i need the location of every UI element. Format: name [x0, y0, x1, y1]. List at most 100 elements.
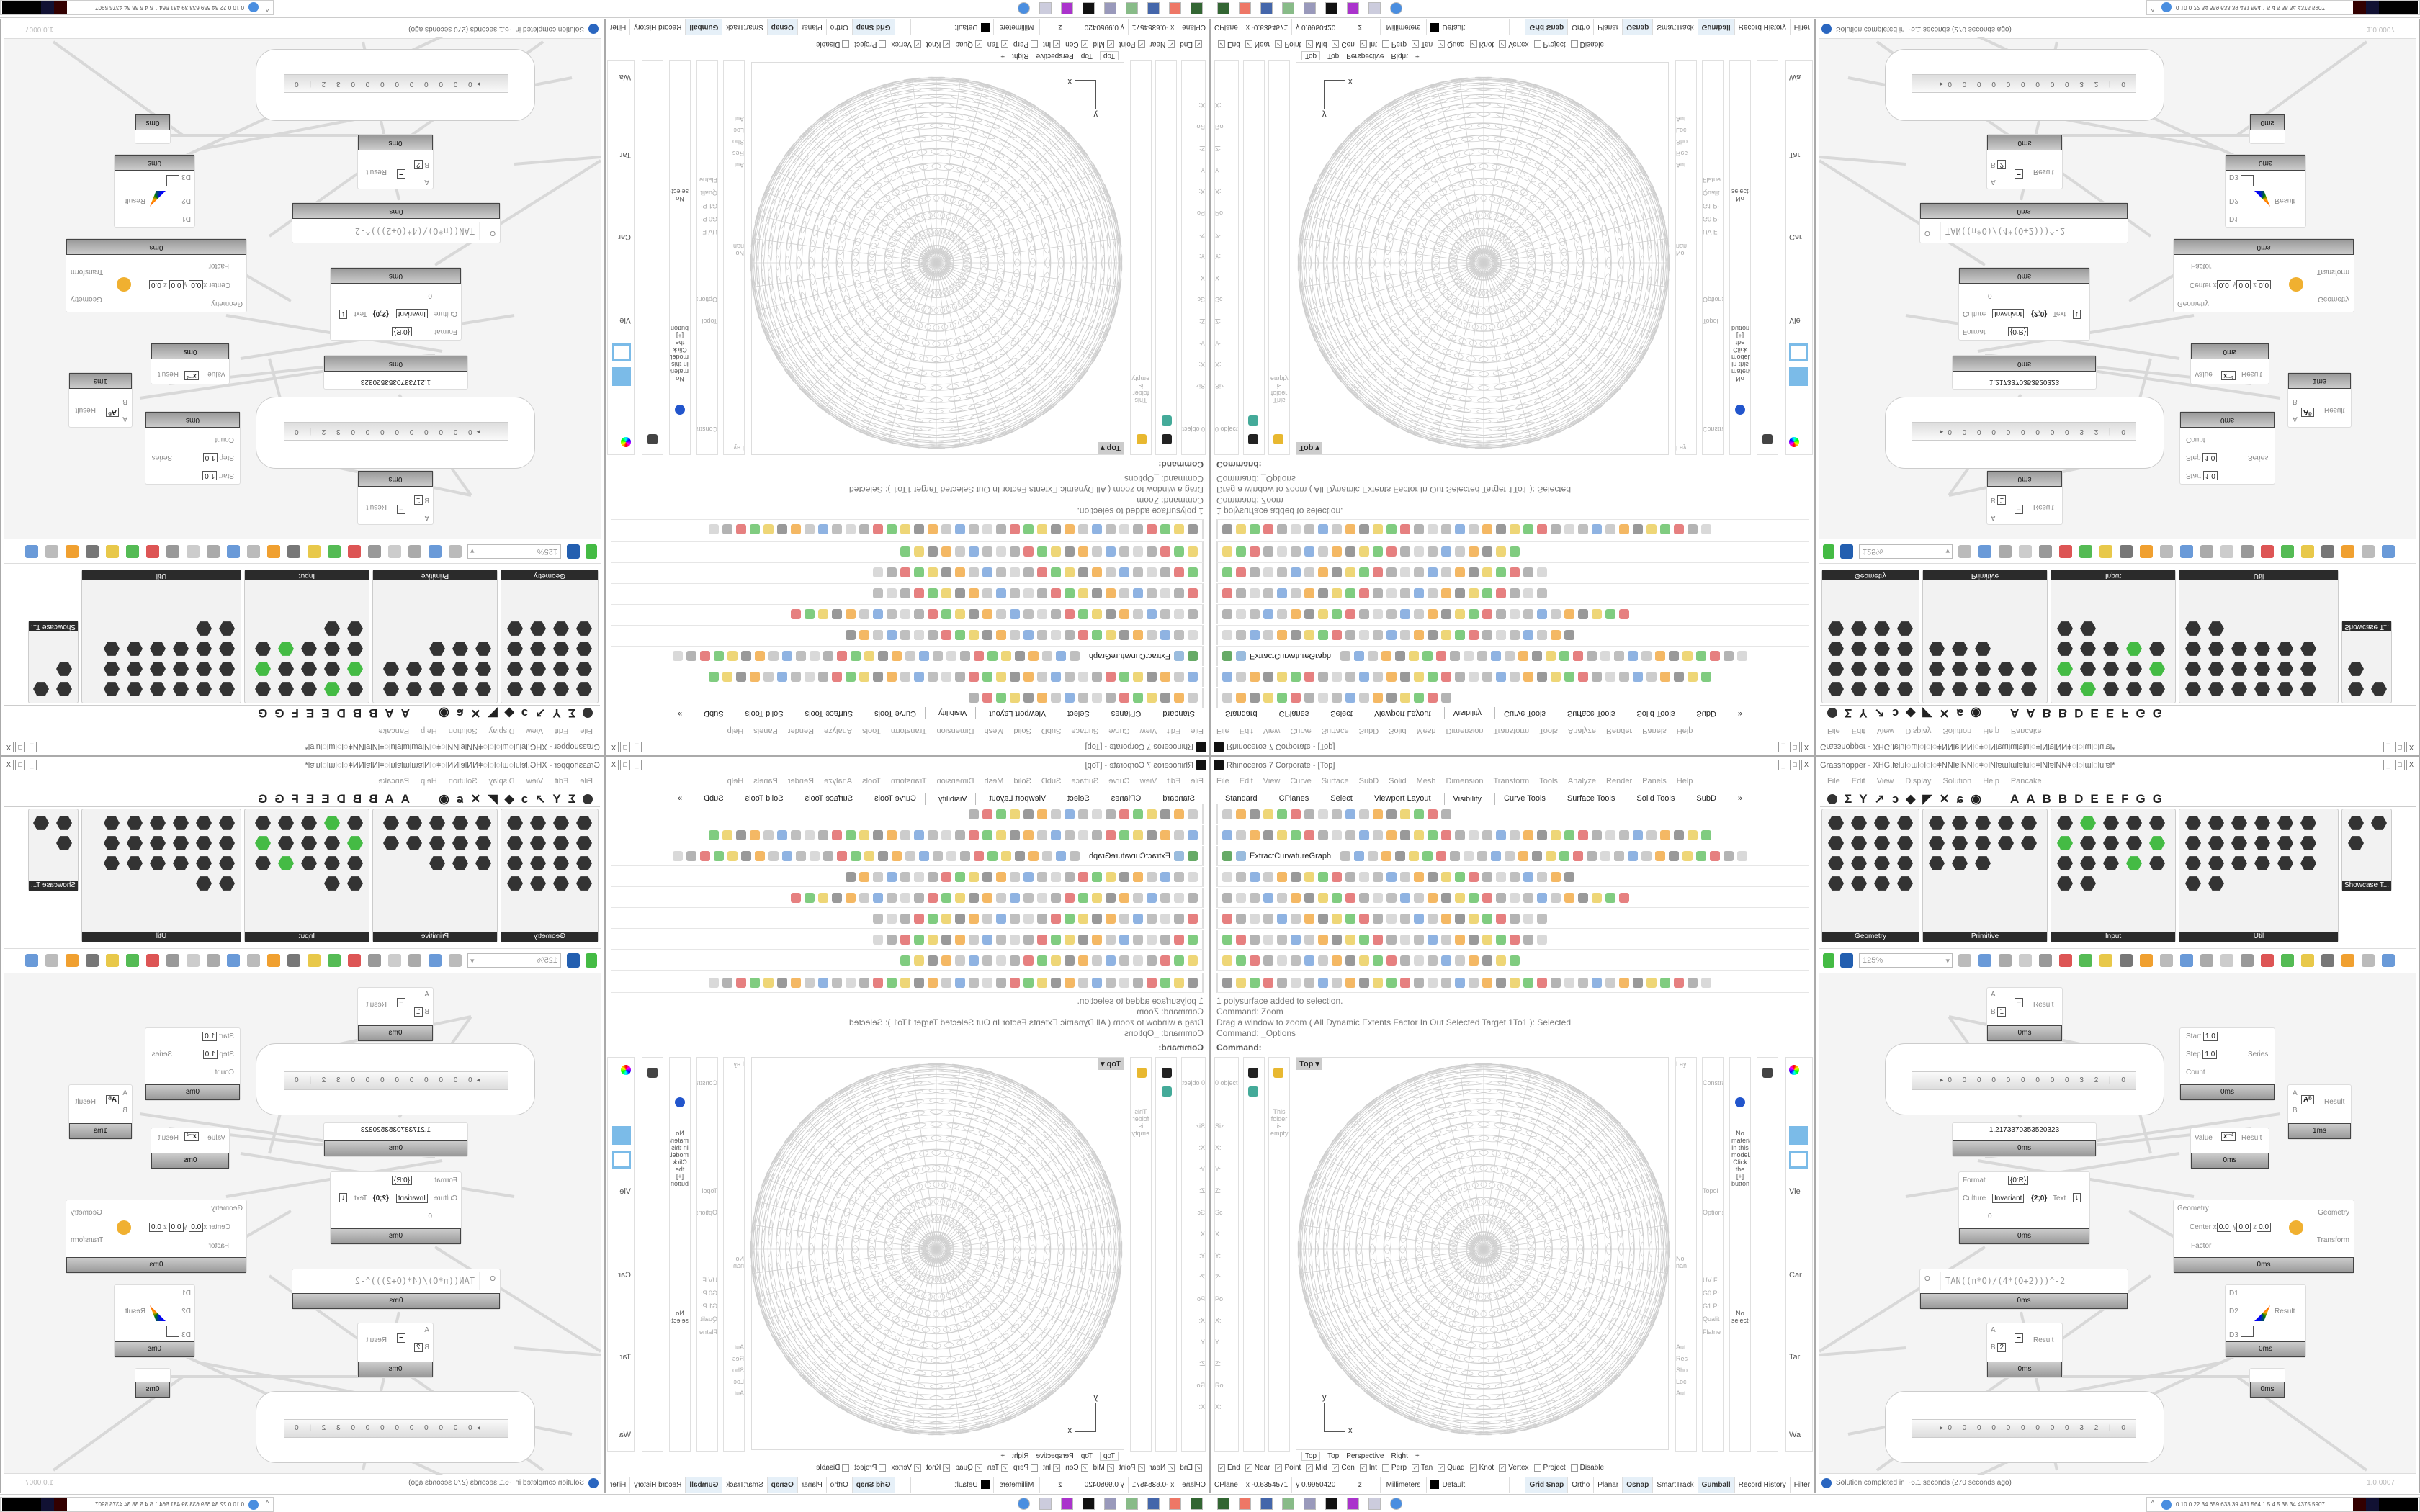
- output-text[interactable]: Text: [354, 1194, 367, 1202]
- toolbar-icon[interactable]: [1464, 651, 1474, 662]
- tab-f[interactable]: F: [291, 791, 299, 806]
- component-icon[interactable]: [2185, 621, 2201, 636]
- component-icon[interactable]: [1998, 661, 2014, 677]
- osnap-disable[interactable]: Disable: [816, 1464, 850, 1472]
- extract-curvature-graph-button[interactable]: ExtractCurvatureGraph: [1088, 851, 1170, 860]
- tray-expand-icon[interactable]: ^: [2151, 6, 2154, 12]
- toolbar-icon[interactable]: [1291, 672, 1301, 683]
- toolbar-icon[interactable]: [1277, 871, 1287, 882]
- toolbar-icon[interactable]: [1359, 871, 1369, 882]
- toolbar-icon[interactable]: [763, 829, 774, 840]
- top-viewport[interactable]: Top ▾ y x: [1296, 1057, 1670, 1450]
- toolbar-icon[interactable]: [1222, 955, 1232, 966]
- maths-tab-icon[interactable]: Σ: [568, 706, 575, 721]
- toolbar-icon[interactable]: [1428, 913, 1438, 924]
- osnap-checkbox[interactable]: ✓: [1080, 40, 1088, 48]
- component-icon[interactable]: [196, 855, 212, 871]
- tab-visibility[interactable]: Visibility: [1443, 793, 1496, 805]
- toolbar-icon[interactable]: [750, 829, 760, 840]
- component-icon[interactable]: [1929, 661, 1945, 677]
- toolbar-icon[interactable]: [914, 955, 924, 966]
- gh-menu-display[interactable]: Display: [1905, 726, 1932, 735]
- component-icon[interactable]: [383, 681, 399, 697]
- gh-toolbar-icon[interactable]: [287, 545, 300, 559]
- component-icon[interactable]: [2254, 681, 2270, 697]
- component-icon[interactable]: [530, 835, 546, 851]
- toolbar-icon[interactable]: [1160, 934, 1170, 945]
- toolbar-icon[interactable]: [1277, 829, 1287, 840]
- gh-toolbar-icon[interactable]: [207, 545, 220, 559]
- toolbar-icon[interactable]: [1069, 651, 1080, 662]
- toolbar-icon[interactable]: [1291, 609, 1301, 620]
- reciprocal-component[interactable]: Value x⁻¹ Result 0ms: [2190, 343, 2269, 384]
- reciprocal-component[interactable]: Value x⁻¹ Result 0ms: [151, 1128, 230, 1169]
- tab-a2[interactable]: A: [2026, 706, 2035, 721]
- component-icon[interactable]: [127, 681, 143, 697]
- toolbar-icon[interactable]: [1660, 977, 1670, 988]
- toolbar-icon[interactable]: [1646, 524, 1657, 535]
- toolbar-icon[interactable]: [1428, 567, 1438, 578]
- osnap-near[interactable]: ✓ Near: [1245, 40, 1270, 48]
- osnap-checkbox[interactable]: ✓: [1168, 40, 1175, 48]
- component-icon[interactable]: [429, 855, 445, 871]
- toolbar-icon[interactable]: [1655, 651, 1666, 662]
- toolbar-icon[interactable]: [1092, 913, 1102, 924]
- toolbar-icon[interactable]: [1236, 609, 1246, 620]
- input-culture[interactable]: Culture: [434, 1194, 457, 1202]
- toolbar-icon[interactable]: [1373, 693, 1383, 703]
- toolbar-icon[interactable]: [1119, 977, 1129, 988]
- toolbar-icon[interactable]: [1710, 850, 1721, 861]
- mortarboard-icon[interactable]: [1248, 434, 1258, 444]
- gh-canvas[interactable]: ▸0 0 0 0 0 0 0 0 0 3 2 | 0 ▸0 0 0 0 0 0 …: [4, 37, 601, 539]
- input-b[interactable]: B: [122, 397, 127, 405]
- toolbar-icon[interactable]: [941, 588, 951, 599]
- toolbar-icon[interactable]: [1078, 567, 1088, 578]
- globe-icon[interactable]: [1188, 651, 1198, 662]
- menu-solid[interactable]: Solid: [1013, 726, 1031, 735]
- output-series[interactable]: Series: [151, 1050, 172, 1058]
- toolbar-icon[interactable]: [832, 892, 842, 903]
- tab-select[interactable]: Select: [1067, 709, 1090, 718]
- toolbar-icon[interactable]: [1400, 829, 1410, 840]
- toolbar-icon[interactable]: [1441, 913, 1451, 924]
- toolbar-icon[interactable]: [1469, 630, 1479, 641]
- center-y[interactable]: 0.0: [2236, 280, 2251, 289]
- toolbar-icon[interactable]: [955, 588, 965, 599]
- toolbar-icon[interactable]: [1174, 672, 1184, 683]
- toolbar-icon[interactable]: [1222, 524, 1232, 535]
- menu-panels[interactable]: Panels: [753, 726, 778, 735]
- toolbar-icon[interactable]: [1023, 913, 1034, 924]
- toolbar-icon[interactable]: [1469, 871, 1479, 882]
- component-icon[interactable]: [507, 876, 523, 891]
- toolbar-icon[interactable]: [1119, 829, 1129, 840]
- component-icon[interactable]: [507, 815, 523, 831]
- toolbar-icon[interactable]: [1633, 829, 1643, 840]
- toolbar-icon[interactable]: [1078, 630, 1088, 641]
- component-icon[interactable]: [1874, 621, 1890, 636]
- menu-subd[interactable]: SubD: [1041, 777, 1062, 786]
- tabs-overflow-button[interactable]: »: [1737, 794, 1743, 803]
- component-icon[interactable]: [173, 835, 189, 851]
- small-component[interactable]: 0ms: [135, 1368, 171, 1398]
- tab-a2[interactable]: A: [385, 791, 394, 806]
- toolbar-icon[interactable]: [1578, 892, 1588, 903]
- toolbar-icon[interactable]: [740, 850, 751, 861]
- component-icon[interactable]: [173, 661, 189, 677]
- gh-toolbar-icon[interactable]: [66, 953, 79, 967]
- toolbar-icon[interactable]: [1537, 588, 1547, 599]
- toolbar-icon[interactable]: [1304, 977, 1314, 988]
- material-icon[interactable]: [1248, 1086, 1258, 1097]
- intersect-tab-icon[interactable]: ✕: [470, 791, 481, 806]
- toolbar-icon[interactable]: [1592, 829, 1602, 840]
- display-tab-icon[interactable]: ◉: [1971, 706, 1981, 721]
- toolbar-icon[interactable]: [850, 850, 861, 861]
- maximize-button[interactable]: □: [15, 742, 25, 752]
- toolbar-icon[interactable]: [1701, 672, 1711, 683]
- toolbar-icon[interactable]: [1092, 693, 1102, 703]
- toolbar-icon[interactable]: [1106, 913, 1116, 924]
- grid-snap-toggle[interactable]: Grid Snap: [851, 19, 895, 35]
- toolbar-icon[interactable]: [1263, 977, 1273, 988]
- tab-b2[interactable]: B: [2058, 706, 2068, 721]
- toolbar-icon[interactable]: [1147, 955, 1157, 966]
